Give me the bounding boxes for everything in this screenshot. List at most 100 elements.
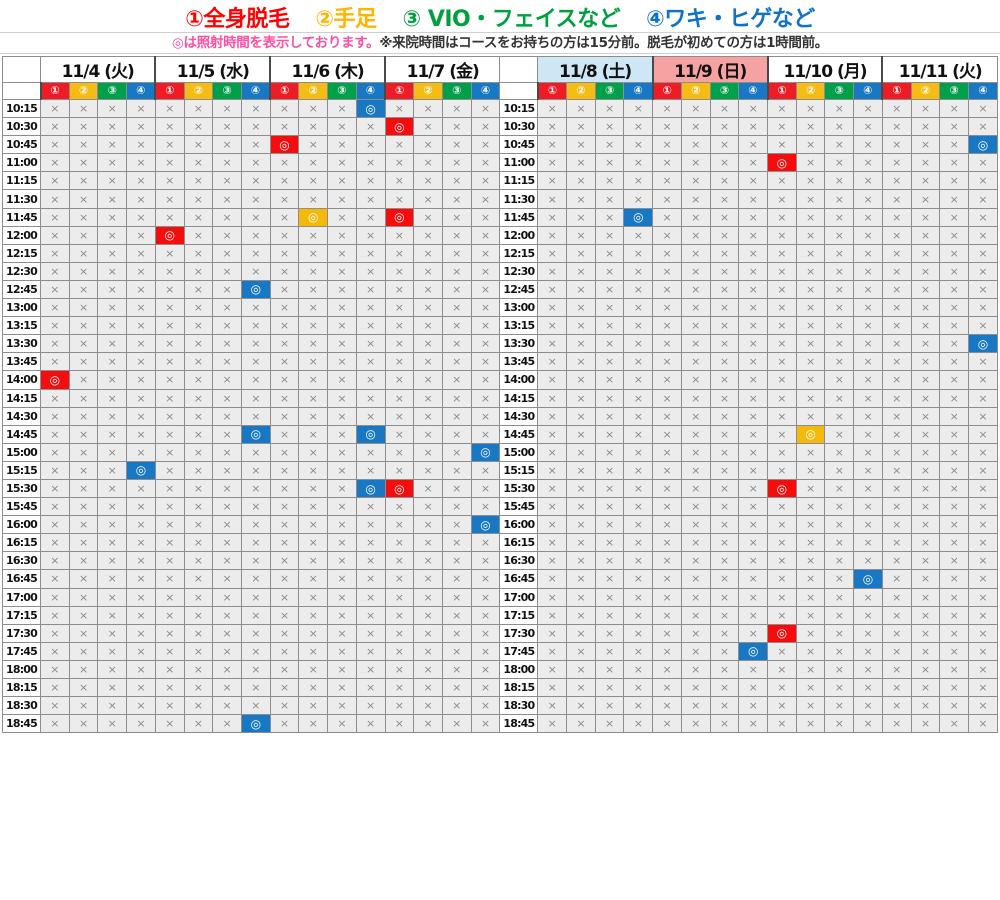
slot-11-10-course4-1845[interactable]: × bbox=[853, 714, 883, 734]
slot-11-11-course1-1045[interactable]: × bbox=[881, 135, 912, 155]
slot-11-10-course4-1515[interactable]: × bbox=[853, 460, 883, 480]
slot-11-7-course3-1600[interactable]: × bbox=[441, 515, 472, 535]
slot-11-10-course2-1800[interactable]: × bbox=[795, 659, 826, 680]
slot-11-11-course3-1830[interactable]: × bbox=[939, 696, 970, 716]
slot-11-7-course4-1400[interactable]: × bbox=[470, 370, 501, 390]
slot-11-5-course3-1045[interactable]: × bbox=[212, 135, 242, 155]
slot-11-4-course3-1330[interactable]: × bbox=[97, 334, 128, 354]
slot-11-6-course1-1815[interactable]: × bbox=[269, 677, 300, 698]
slot-11-6-course1-1645[interactable]: × bbox=[269, 569, 300, 589]
slot-11-5-course1-1615[interactable]: × bbox=[154, 533, 185, 553]
slot-11-11-course1-1200[interactable]: × bbox=[881, 225, 912, 245]
slot-11-9-course1-1030[interactable]: × bbox=[652, 117, 682, 137]
slot-11-9-course1-1200[interactable]: × bbox=[652, 225, 682, 245]
slot-11-6-course4-1845[interactable]: × bbox=[355, 714, 386, 734]
slot-11-10-course2-1215[interactable]: × bbox=[795, 243, 826, 263]
slot-11-10-course1-1815[interactable]: × bbox=[767, 677, 797, 698]
slot-11-9-course4-1645[interactable]: × bbox=[738, 569, 769, 589]
slot-11-7-course2-1215[interactable]: × bbox=[413, 243, 443, 263]
slot-11-11-course2-1315[interactable]: × bbox=[910, 316, 941, 336]
slot-11-11-course1-1745[interactable]: × bbox=[881, 641, 912, 661]
slot-11-10-course2-1530[interactable]: × bbox=[795, 478, 826, 499]
slot-11-9-course1-1715[interactable]: × bbox=[652, 605, 682, 625]
slot-11-11-course4-1100[interactable]: × bbox=[968, 153, 998, 173]
slot-11-10-course4-1130[interactable]: × bbox=[853, 189, 883, 209]
slot-11-7-course1-1045[interactable]: × bbox=[384, 135, 415, 155]
slot-11-9-course1-1415[interactable]: × bbox=[652, 388, 682, 408]
slot-11-5-course1-1545[interactable]: × bbox=[154, 497, 185, 517]
slot-11-9-course3-1145[interactable]: × bbox=[709, 207, 740, 227]
slot-11-7-course3-1215[interactable]: × bbox=[441, 243, 472, 263]
slot-11-11-course4-1715[interactable]: × bbox=[968, 605, 998, 625]
slot-11-10-course4-1430[interactable]: × bbox=[853, 406, 883, 426]
slot-11-5-course4-1400[interactable]: × bbox=[240, 370, 271, 390]
slot-11-7-course3-1300[interactable]: × bbox=[441, 298, 472, 318]
slot-11-10-course2-1300[interactable]: × bbox=[795, 298, 826, 318]
slot-11-6-course1-1730[interactable]: × bbox=[269, 623, 300, 643]
slot-11-7-course4-1745[interactable]: × bbox=[470, 641, 501, 661]
slot-11-4-course1-1830[interactable]: × bbox=[40, 696, 70, 716]
slot-11-9-course1-1630[interactable]: × bbox=[652, 551, 682, 571]
slot-11-11-course4-1545[interactable]: × bbox=[968, 497, 998, 517]
slot-11-9-course2-1245[interactable]: × bbox=[680, 279, 711, 300]
slot-11-8-course3-1715[interactable]: × bbox=[594, 605, 625, 625]
slot-11-8-course2-1530[interactable]: × bbox=[566, 478, 596, 499]
slot-11-9-course4-1530[interactable]: × bbox=[738, 478, 769, 499]
slot-11-5-course2-1030[interactable]: × bbox=[183, 117, 214, 137]
slot-11-9-course4-1845[interactable]: × bbox=[738, 714, 769, 734]
slot-11-5-course4-1545[interactable]: × bbox=[240, 497, 271, 517]
slot-11-8-course2-1515[interactable]: × bbox=[566, 460, 596, 480]
slot-11-8-course3-1445[interactable]: × bbox=[594, 424, 625, 444]
slot-11-9-course2-1815[interactable]: × bbox=[680, 677, 711, 698]
slot-11-6-course2-1345[interactable]: × bbox=[298, 352, 329, 372]
slot-11-4-course3-1130[interactable]: × bbox=[97, 189, 128, 209]
slot-11-7-course2-1700[interactable]: × bbox=[413, 587, 443, 607]
slot-11-10-course1-1400[interactable]: × bbox=[767, 370, 797, 390]
slot-11-11-course1-1500[interactable]: × bbox=[881, 442, 912, 462]
slot-11-10-course3-1130[interactable]: × bbox=[824, 189, 855, 209]
slot-11-7-course2-1830[interactable]: × bbox=[413, 696, 443, 716]
slot-11-4-course2-1545[interactable]: × bbox=[68, 497, 99, 517]
slot-11-9-course3-1200[interactable]: × bbox=[709, 225, 740, 245]
slot-11-8-course4-1800[interactable]: × bbox=[623, 659, 654, 680]
slot-11-11-course2-1030[interactable]: × bbox=[910, 117, 941, 137]
slot-11-8-course1-1245[interactable]: × bbox=[537, 279, 568, 300]
slot-11-5-course1-1045[interactable]: × bbox=[154, 135, 185, 155]
slot-11-8-course3-1315[interactable]: × bbox=[594, 316, 625, 336]
slot-11-7-course1-1100[interactable]: × bbox=[384, 153, 415, 173]
slot-11-4-course1-1500[interactable]: × bbox=[40, 442, 70, 462]
slot-11-8-course3-1500[interactable]: × bbox=[594, 442, 625, 462]
slot-11-10-course1-1330[interactable]: × bbox=[767, 334, 797, 354]
slot-11-11-course1-1730[interactable]: × bbox=[881, 623, 912, 643]
slot-11-4-course1-1130[interactable]: × bbox=[40, 189, 70, 209]
slot-11-6-course4-1745[interactable]: × bbox=[355, 641, 386, 661]
slot-11-7-course3-1015[interactable]: × bbox=[441, 98, 472, 119]
slot-11-4-course1-1300[interactable]: × bbox=[40, 298, 70, 318]
slot-11-9-course1-1300[interactable]: × bbox=[652, 298, 682, 318]
slot-11-4-course2-1830[interactable]: × bbox=[68, 696, 99, 716]
slot-11-5-course2-1145[interactable]: × bbox=[183, 207, 214, 227]
slot-11-9-course4-1115[interactable]: × bbox=[738, 171, 769, 191]
slot-11-8-course4-1715[interactable]: × bbox=[623, 605, 654, 625]
slot-11-10-course3-1530[interactable]: × bbox=[824, 478, 855, 499]
slot-11-4-course1-1430[interactable]: × bbox=[40, 406, 70, 426]
slot-11-6-course4-1100[interactable]: × bbox=[355, 153, 386, 173]
slot-11-4-course2-1130[interactable]: × bbox=[68, 189, 99, 209]
slot-11-6-course3-1700[interactable]: × bbox=[327, 587, 357, 607]
slot-11-6-course4-1500[interactable]: × bbox=[355, 442, 386, 462]
slot-11-10-course2-1645[interactable]: × bbox=[795, 569, 826, 589]
slot-11-8-course4-1230[interactable]: × bbox=[623, 261, 654, 281]
slot-11-10-course1-1045[interactable]: × bbox=[767, 135, 797, 155]
slot-11-7-course1-1715[interactable]: × bbox=[384, 605, 415, 625]
slot-11-9-course2-1345[interactable]: × bbox=[680, 352, 711, 372]
slot-11-8-course2-1400[interactable]: × bbox=[566, 370, 596, 390]
slot-11-10-course1-1130[interactable]: × bbox=[767, 189, 797, 209]
slot-11-10-course1-1615[interactable]: × bbox=[767, 533, 797, 553]
slot-11-7-course3-1715[interactable]: × bbox=[441, 605, 472, 625]
slot-11-5-course4-1045[interactable]: × bbox=[240, 135, 271, 155]
slot-11-5-course3-1130[interactable]: × bbox=[212, 189, 242, 209]
slot-11-10-course2-1230[interactable]: × bbox=[795, 261, 826, 281]
slot-11-4-course2-1415[interactable]: × bbox=[68, 388, 99, 408]
slot-11-9-course2-1600[interactable]: × bbox=[680, 515, 711, 535]
slot-11-4-course4-1200[interactable]: × bbox=[126, 225, 156, 245]
